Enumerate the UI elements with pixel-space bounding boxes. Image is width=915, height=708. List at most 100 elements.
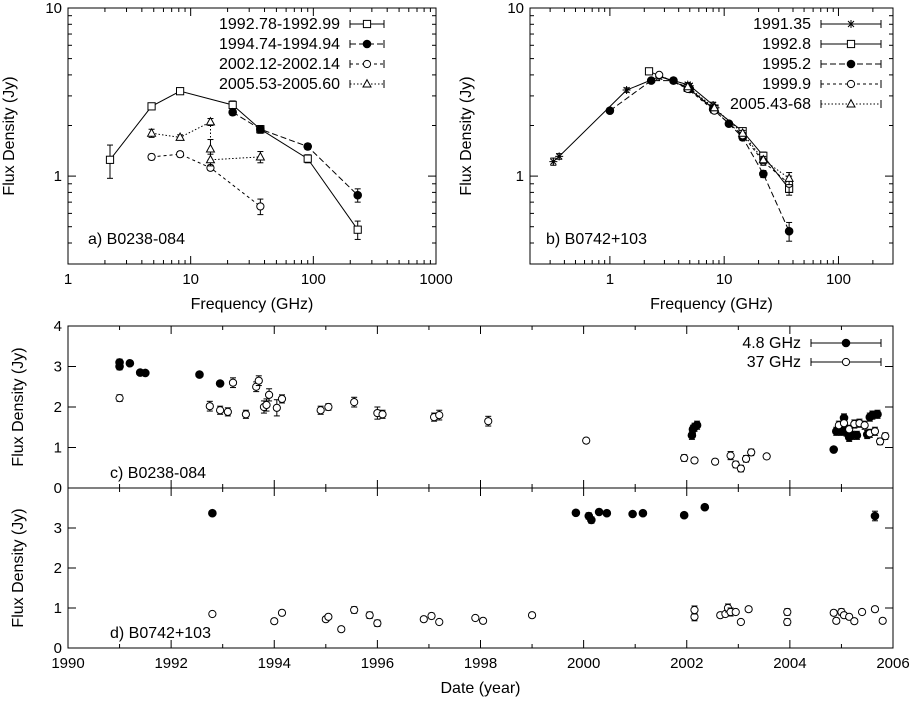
legend-marker [846,39,856,49]
data-point [303,142,313,151]
data-point [147,152,156,162]
legend-label: 1992.78-1992.99 [219,16,340,33]
data-point [690,605,699,615]
x-tick-label: 100 [826,271,851,288]
data-point [255,151,266,161]
x-tick-label: 1992 [154,655,187,672]
legend-label: 1992.8 [762,36,811,53]
x-tick-label: 1 [606,271,614,288]
data-point [700,502,710,512]
legend [810,338,882,367]
legend-label: 37 GHz [747,354,801,371]
panel-label: a) B0238-084 [88,231,185,248]
y-tick-label: 10 [45,0,62,17]
series-0 [115,358,882,454]
series-line [687,86,790,179]
data-point [571,508,581,518]
panel-label: b) B0742+103 [546,231,647,248]
data-point [638,508,648,518]
plot-frame [67,7,437,265]
data-point [594,507,604,517]
data-point [365,611,374,620]
data-point [270,617,279,626]
data-point [115,358,124,367]
panel-b [529,7,894,265]
data-point [783,607,792,617]
data-point [195,370,204,379]
legend-label: 1991.35 [753,16,811,33]
data-point [484,417,493,426]
legend-marker [362,59,372,69]
legend-marker [362,78,372,88]
data-point [784,172,794,182]
data-point [316,406,325,415]
y-tick-label: 1 [516,168,524,185]
data-point [324,612,333,621]
data-point [205,143,216,153]
data-point [870,427,880,436]
data-point [471,613,480,623]
legend-label: 1994.74-1994.94 [219,36,340,53]
x-tick-label: 10 [716,271,733,288]
data-point [759,169,768,179]
legend-marker [841,357,851,367]
data-point [419,615,428,624]
series-0 [105,87,362,240]
y-tick-label: 3 [54,359,62,376]
data-point [845,612,854,621]
data-point [744,605,753,614]
data-point [758,154,769,164]
y-tick-label: 1 [54,168,62,185]
y-tick-label: 1 [54,440,62,457]
data-point [762,452,771,461]
data-point [690,456,699,465]
series-line [658,74,790,185]
data-point [175,150,185,159]
data-point [628,509,637,519]
y-tick-label: 1 [54,600,62,617]
x-tick-label: 1 [64,271,72,288]
data-point [262,400,271,410]
data-point [527,611,537,620]
data-point [644,67,654,76]
data-point [373,619,382,628]
data-point [832,616,841,625]
x-tick-label: 1994 [258,655,291,672]
x-axis-label: Date (year) [440,680,520,697]
y-axis-label: Flux Density (Jy) [10,508,27,627]
data-point [655,70,664,79]
y-tick-label: 0 [54,480,62,497]
data-point [857,607,867,617]
data-point [870,605,880,614]
data-point [726,451,735,460]
data-point [435,617,444,627]
series-1 [208,603,887,634]
legend [820,20,882,108]
panel-label: d) B0742+103 [110,625,211,642]
data-point [622,86,631,95]
x-tick-label: 2002 [670,655,703,672]
data-point [256,202,265,211]
data-point [736,464,745,473]
data-point [731,607,740,617]
series-3 [146,116,266,167]
data-point [350,605,359,615]
legend-marker [362,39,372,49]
data-point [736,617,745,627]
panel-c [67,325,894,489]
data-point [264,390,274,399]
data-point [870,511,880,521]
data-point [353,190,363,200]
legend-marker [846,79,856,89]
legend-label: 1999.9 [762,76,811,93]
data-point [146,127,157,137]
data-point [605,106,615,115]
data-point [147,102,156,111]
data-point [353,225,362,234]
data-point [208,508,217,518]
x-tick-label: 2006 [876,655,909,672]
panel-label: c) B0238-084 [110,465,206,482]
data-point [783,617,792,627]
